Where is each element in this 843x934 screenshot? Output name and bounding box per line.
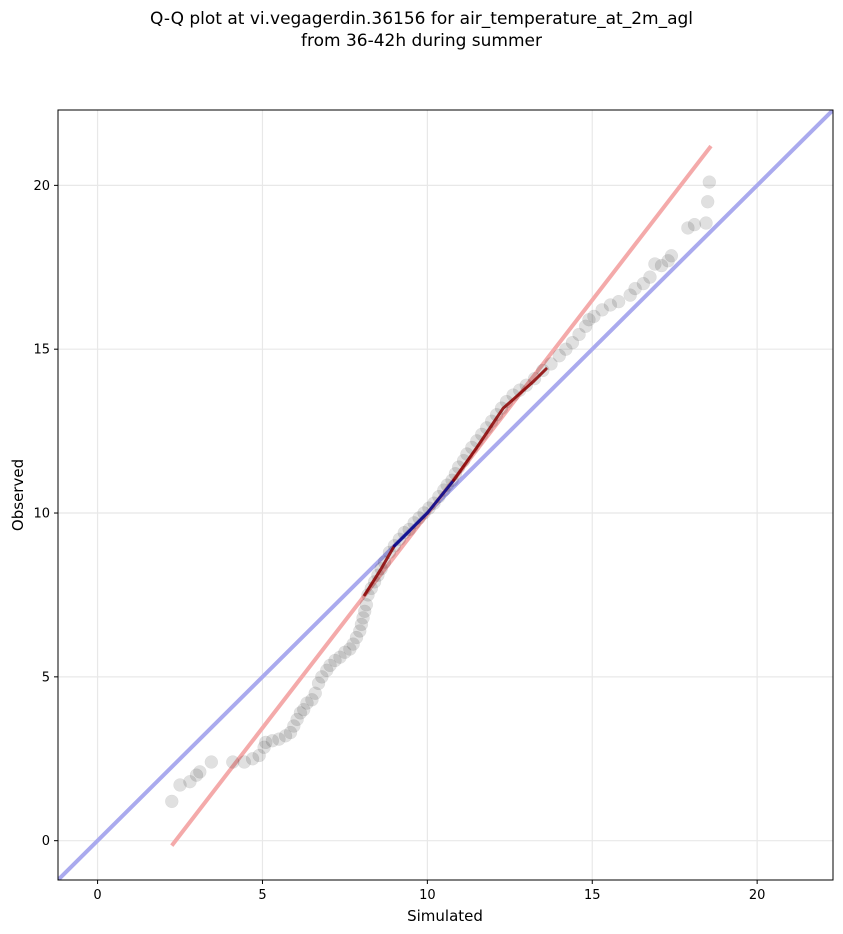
- x-tick-label: 10: [419, 888, 436, 903]
- data-point: [700, 194, 715, 209]
- data-point: [165, 794, 179, 809]
- data-point: [636, 276, 651, 291]
- y-tick-label: 15: [33, 343, 50, 358]
- data-point: [519, 378, 534, 392]
- data-point: [338, 645, 352, 660]
- data-point: [699, 216, 713, 230]
- data-point: [544, 357, 558, 371]
- highlight-segment: [392, 478, 456, 548]
- data-point: [257, 740, 271, 755]
- data-point: [353, 624, 367, 638]
- data-point: [204, 755, 219, 769]
- data-point: [356, 611, 370, 625]
- data-point: [412, 511, 426, 525]
- data-point: [643, 270, 657, 284]
- data-point: [189, 768, 204, 782]
- x-axis-label: Simulated: [407, 907, 483, 925]
- data-point: [623, 288, 637, 302]
- data-point: [296, 702, 311, 717]
- y-axis-label: Observed: [9, 459, 27, 531]
- data-point: [702, 175, 717, 189]
- data-point: [311, 676, 326, 691]
- chart-title-line1: Q-Q plot at vi.vegagerdin.36156 for air_…: [149, 9, 694, 29]
- data-point: [346, 637, 360, 651]
- data-point: [278, 729, 293, 743]
- data-point: [587, 309, 601, 324]
- data-point: [315, 670, 329, 684]
- data-point: [323, 658, 337, 673]
- x-tick-label: 5: [258, 888, 266, 903]
- data-point: [320, 663, 334, 678]
- data-point: [357, 604, 372, 619]
- data-point: [173, 778, 187, 792]
- data-point: [259, 735, 273, 750]
- chart-title: Q-Q plot at vi.vegagerdin.36156 for air_…: [0, 8, 843, 52]
- y-tick-label: 20: [33, 179, 50, 194]
- data-point: [499, 394, 514, 409]
- data-point: [407, 516, 421, 530]
- x-tick-label: 20: [749, 888, 766, 903]
- data-point: [687, 217, 702, 232]
- data-point: [349, 630, 364, 645]
- data-point: [654, 258, 669, 273]
- data-point: [226, 755, 240, 769]
- grid: [58, 110, 833, 880]
- highlight-segment: [452, 367, 548, 482]
- data-point: [265, 733, 280, 748]
- data-point: [595, 303, 609, 317]
- data-point: [628, 281, 642, 296]
- x-tick-label: 0: [93, 888, 101, 903]
- data-point: [512, 383, 527, 397]
- data-point: [237, 755, 252, 769]
- y-tick-label: 10: [33, 507, 50, 522]
- data-point: [559, 342, 573, 356]
- data-points: [165, 175, 717, 809]
- data-point: [417, 506, 431, 520]
- y-tick-label: 0: [42, 834, 50, 849]
- data-point: [397, 525, 412, 540]
- data-point: [578, 319, 593, 334]
- data-point: [300, 696, 314, 710]
- data-point: [343, 642, 357, 656]
- data-point: [603, 298, 618, 312]
- data-point: [328, 653, 342, 668]
- data-point: [648, 257, 662, 271]
- data-point: [565, 335, 580, 350]
- data-point: [287, 719, 301, 733]
- highlight-segments: [363, 367, 548, 597]
- data-point: [272, 732, 286, 746]
- reference-line: [58, 110, 833, 880]
- data-point: [308, 686, 322, 700]
- data-point: [245, 752, 260, 766]
- data-point: [681, 221, 695, 235]
- data-point: [661, 253, 675, 268]
- data-point: [193, 765, 207, 779]
- y-tick-label: 5: [42, 670, 50, 685]
- data-point: [333, 650, 347, 664]
- data-point: [572, 327, 586, 342]
- data-point: [293, 706, 308, 720]
- data-point: [305, 693, 319, 707]
- axis-ticks: 0 5 10 15 20 0 5 10 15 20: [33, 179, 765, 903]
- data-point: [359, 598, 374, 612]
- chart-title-line2: from 36-42h during summer: [301, 31, 542, 51]
- data-point: [611, 294, 626, 309]
- data-point: [354, 617, 369, 632]
- data-point: [440, 478, 454, 492]
- x-tick-label: 15: [584, 888, 601, 903]
- data-point: [664, 249, 679, 263]
- highlight-segment: [363, 544, 396, 597]
- data-point: [283, 725, 298, 740]
- data-point: [290, 712, 304, 727]
- data-point: [552, 348, 567, 363]
- data-point: [252, 748, 266, 763]
- data-point: [582, 312, 596, 327]
- plot-frame: [57, 109, 834, 881]
- data-point: [183, 774, 197, 789]
